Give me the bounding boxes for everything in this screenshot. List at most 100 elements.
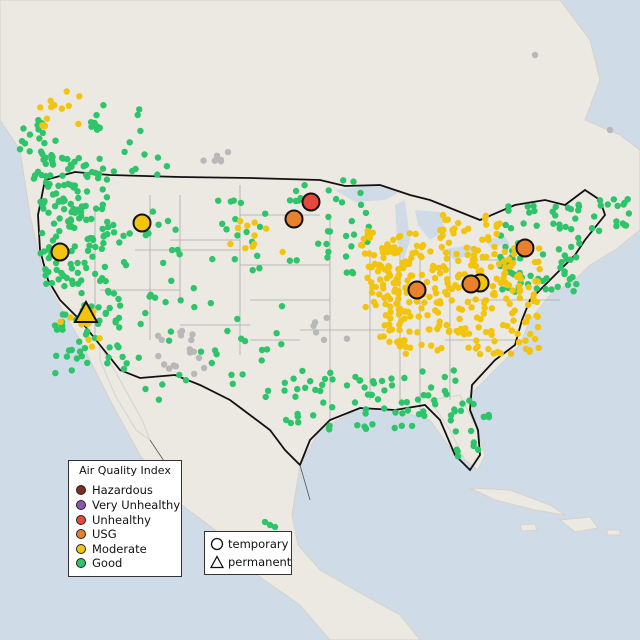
monitor-dot bbox=[96, 155, 103, 162]
monitor-dot bbox=[362, 406, 369, 413]
monitor-dot bbox=[50, 220, 58, 227]
monitor-dot bbox=[505, 207, 512, 214]
monitor-dot bbox=[440, 263, 447, 270]
monitor-dot bbox=[472, 296, 479, 303]
monitor-dot bbox=[456, 305, 463, 312]
monitor-dot bbox=[485, 411, 492, 419]
monitor-dot bbox=[99, 225, 106, 233]
monitor-dot bbox=[177, 332, 185, 339]
monitor-dot bbox=[385, 269, 392, 276]
monitor-dot bbox=[64, 155, 71, 163]
monitor-dot bbox=[481, 215, 489, 223]
very-unhealthy-swatch-icon bbox=[76, 500, 86, 510]
monitor-dot bbox=[67, 314, 74, 321]
monitor-dot bbox=[499, 321, 507, 329]
monitor-dot bbox=[473, 337, 480, 344]
monitor-dot bbox=[522, 345, 530, 353]
monitor-dot bbox=[98, 275, 106, 282]
monitor-dot bbox=[536, 266, 543, 273]
monitor-dot bbox=[474, 247, 482, 254]
monitor-dot bbox=[510, 317, 517, 324]
monitor-dot bbox=[475, 324, 482, 331]
monitor-dot bbox=[497, 279, 505, 287]
temporary-monitor-marker bbox=[284, 209, 304, 229]
monitor-dot bbox=[377, 333, 384, 340]
monitor-dot bbox=[491, 251, 498, 258]
monitor-dot bbox=[53, 352, 60, 359]
monitor-dot bbox=[332, 195, 340, 203]
hispaniola bbox=[558, 516, 599, 533]
monitor-dot bbox=[68, 265, 76, 272]
monitor-dot bbox=[554, 283, 561, 290]
monitor-dot bbox=[168, 246, 176, 254]
monitor-dot bbox=[508, 327, 515, 334]
monitor-dot bbox=[381, 322, 388, 329]
monitor-dot bbox=[106, 304, 113, 312]
monitor-dot bbox=[472, 345, 480, 352]
monitor-dot bbox=[103, 176, 111, 183]
monitor-dot bbox=[71, 243, 79, 250]
legend-item-permanent: permanent bbox=[210, 554, 291, 570]
monitor-dot bbox=[535, 344, 542, 352]
monitor-dot bbox=[464, 251, 471, 258]
monitor-dot bbox=[67, 200, 75, 208]
monitor-dot bbox=[286, 257, 294, 264]
legend-item-hazardous: Hazardous bbox=[76, 483, 153, 497]
monitor-dot bbox=[78, 277, 85, 284]
monitor-dot bbox=[386, 244, 394, 251]
legend-item-unhealthy: Unhealthy bbox=[76, 513, 151, 527]
monitor-dot bbox=[262, 210, 269, 217]
monitor-dot bbox=[120, 365, 128, 373]
monitor-dot bbox=[137, 127, 144, 135]
monitor-dot bbox=[376, 291, 383, 298]
monitor-dot bbox=[504, 281, 511, 289]
monitor-dot bbox=[443, 321, 450, 329]
monitor-dot bbox=[423, 278, 431, 286]
temporary-monitor-marker bbox=[50, 242, 70, 262]
monitor-dot bbox=[273, 330, 280, 337]
monitor-dot bbox=[251, 219, 258, 226]
monitor-dot bbox=[160, 361, 168, 368]
monitor-dot bbox=[59, 311, 67, 318]
legend-label: Unhealthy bbox=[92, 513, 151, 527]
monitor-dot bbox=[348, 268, 356, 276]
legend-label: USG bbox=[92, 527, 117, 541]
monitor-dot bbox=[488, 327, 495, 335]
monitor-dot bbox=[325, 213, 332, 221]
monitor-dot bbox=[92, 243, 99, 251]
temporary-monitor-marker bbox=[132, 213, 152, 233]
monitor-dot bbox=[468, 304, 475, 311]
monitor-dot bbox=[249, 267, 256, 274]
monitor-dot bbox=[459, 400, 466, 407]
monitor-dot bbox=[513, 273, 521, 280]
monitor-dot bbox=[557, 264, 564, 271]
monitor-dot bbox=[326, 426, 333, 433]
monitor-dot bbox=[417, 252, 424, 260]
monitor-dot bbox=[597, 202, 604, 209]
monitor-dot bbox=[395, 311, 403, 318]
monitor-dot bbox=[325, 248, 332, 255]
monitor-dot bbox=[58, 105, 66, 112]
monitor-dot bbox=[351, 399, 359, 406]
monitor-dot bbox=[466, 397, 473, 404]
monitor-dot bbox=[116, 324, 123, 331]
monitor-dot bbox=[413, 298, 421, 305]
monitor-dot bbox=[361, 384, 368, 391]
monitor-dot bbox=[396, 326, 403, 334]
monitor-dot bbox=[49, 161, 57, 168]
monitor-dot bbox=[236, 218, 244, 225]
monitor-dot bbox=[447, 417, 454, 424]
monitor-dot bbox=[261, 518, 269, 526]
monitor-dot bbox=[155, 396, 163, 403]
monitor-dot bbox=[402, 343, 410, 350]
monitor-dot bbox=[77, 212, 85, 220]
monitor-dot bbox=[135, 354, 142, 361]
monitor-dot bbox=[415, 411, 423, 418]
monitor-dot bbox=[73, 355, 81, 362]
monitor-dot bbox=[243, 228, 250, 236]
monitor-dot bbox=[84, 173, 91, 181]
monitor-dot bbox=[96, 335, 103, 342]
jamaica bbox=[519, 523, 538, 532]
monitor-dot bbox=[278, 341, 285, 348]
monitor-dot bbox=[93, 126, 101, 133]
